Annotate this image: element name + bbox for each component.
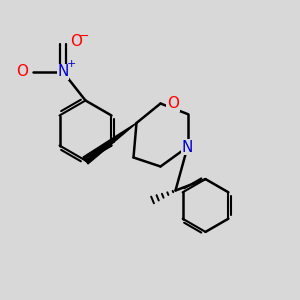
Text: O: O: [70, 34, 83, 50]
Text: N: N: [182, 140, 193, 154]
Text: O: O: [16, 64, 28, 80]
Text: −: −: [79, 29, 89, 43]
Text: O: O: [167, 96, 179, 111]
Polygon shape: [83, 123, 136, 164]
Text: N: N: [57, 64, 69, 80]
Text: +: +: [67, 58, 76, 69]
